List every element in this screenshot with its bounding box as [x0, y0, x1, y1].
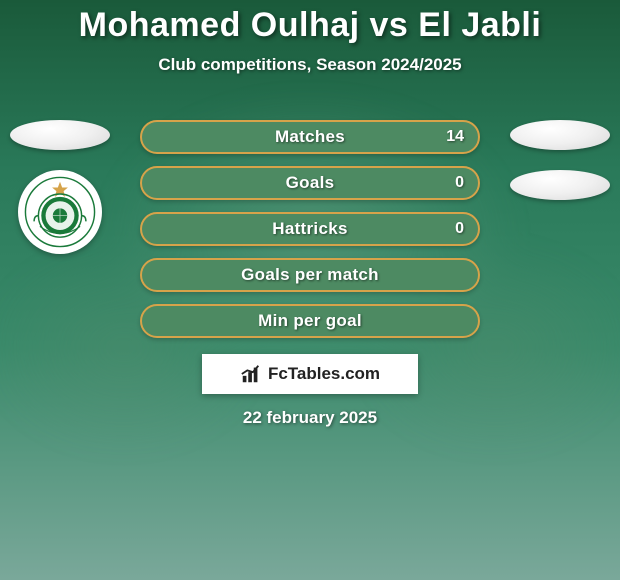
right-player-column: [510, 120, 610, 220]
stat-label: Matches: [275, 127, 345, 147]
stat-label: Min per goal: [258, 311, 362, 331]
content-wrapper: Mohamed Oulhaj vs El Jabli Club competit…: [0, 0, 620, 580]
stat-bar-goals: Goals 0: [140, 166, 480, 200]
stat-value: 0: [455, 174, 464, 192]
stat-bar-min-per-goal: Min per goal: [140, 304, 480, 338]
stat-bar-hattricks: Hattricks 0: [140, 212, 480, 246]
footer-date: 22 february 2025: [0, 408, 620, 428]
player-photo-placeholder-right: [510, 120, 610, 150]
left-player-column: [10, 120, 110, 254]
stat-label: Goals: [286, 173, 335, 193]
stat-label: Goals per match: [241, 265, 379, 285]
bar-chart-icon: [240, 363, 262, 385]
stat-value: 0: [455, 220, 464, 238]
club-badge-placeholder-right: [510, 170, 610, 200]
club-badge-left: [18, 170, 102, 254]
stat-label: Hattricks: [272, 219, 347, 239]
stat-value: 14: [446, 128, 464, 146]
stat-bar-goals-per-match: Goals per match: [140, 258, 480, 292]
page-title: Mohamed Oulhaj vs El Jabli: [0, 0, 620, 45]
page-subtitle: Club competitions, Season 2024/2025: [0, 55, 620, 75]
raja-casablanca-crest-icon: [24, 176, 96, 248]
player-photo-placeholder-left: [10, 120, 110, 150]
branding-box: FcTables.com: [202, 354, 418, 394]
stat-bars: Matches 14 Goals 0 Hattricks 0 Goals per…: [140, 120, 480, 350]
branding-text: FcTables.com: [268, 364, 380, 384]
stat-bar-matches: Matches 14: [140, 120, 480, 154]
